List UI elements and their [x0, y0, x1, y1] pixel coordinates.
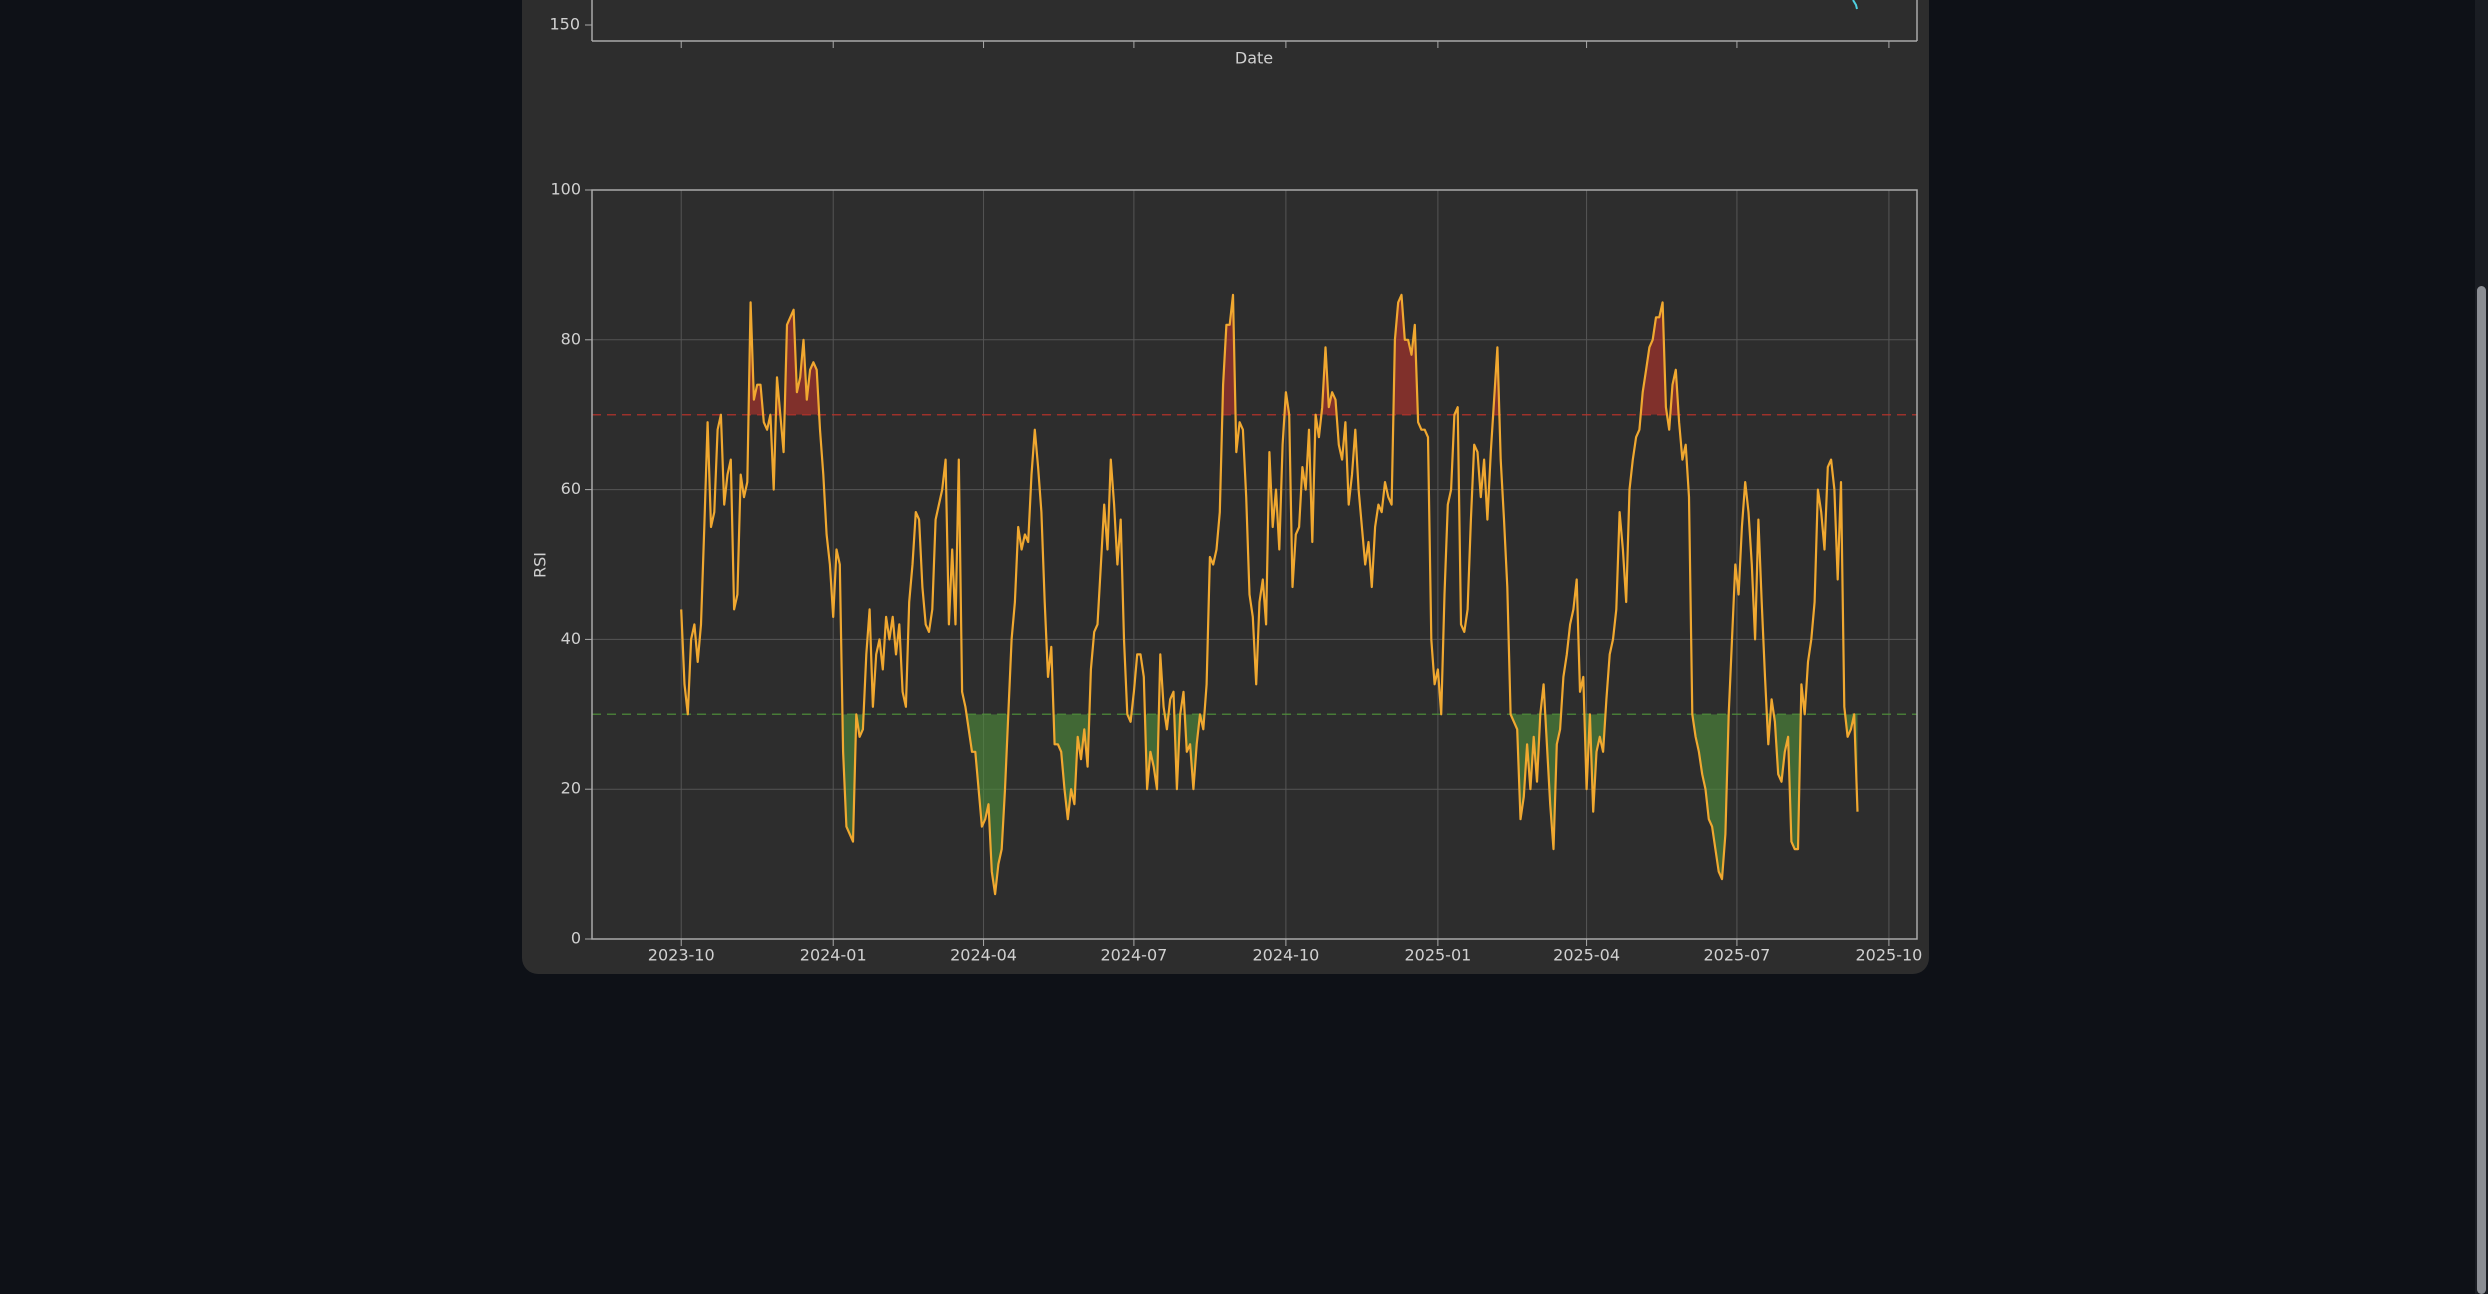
rsi-line: [680, 293, 1859, 896]
y-tick-label: 20: [561, 779, 581, 798]
chart-panel: [522, 0, 1929, 974]
y-tick-label: 60: [561, 479, 581, 498]
x-tick-label: 2025-01: [1404, 946, 1471, 965]
x-tick-label: 2024-07: [1100, 946, 1167, 965]
x-axis-label: Date: [1235, 49, 1273, 68]
scrollbar-thumb[interactable]: [2477, 286, 2486, 1294]
y-axis-label: RSI: [531, 552, 550, 578]
y-tick-label: 80: [561, 329, 581, 348]
x-tick-label: 2024-04: [950, 946, 1017, 965]
x-tick-label: 2025-04: [1553, 946, 1620, 965]
y-tick-label: 100: [550, 180, 581, 199]
price-line-fragment: [1852, 0, 1858, 10]
x-tick-label: 2024-01: [800, 946, 867, 965]
axes-frame: [591, 189, 1918, 940]
x-tick-label: 2025-10: [1855, 946, 1922, 965]
x-tick-label: 2024-10: [1252, 946, 1319, 965]
x-tick-label: 2025-07: [1703, 946, 1770, 965]
y-tick-label: 40: [561, 629, 581, 648]
x-tick-label: 2023-10: [648, 946, 715, 965]
y-tick-label: 150: [549, 15, 580, 34]
y-tick-label: 0: [571, 929, 581, 948]
